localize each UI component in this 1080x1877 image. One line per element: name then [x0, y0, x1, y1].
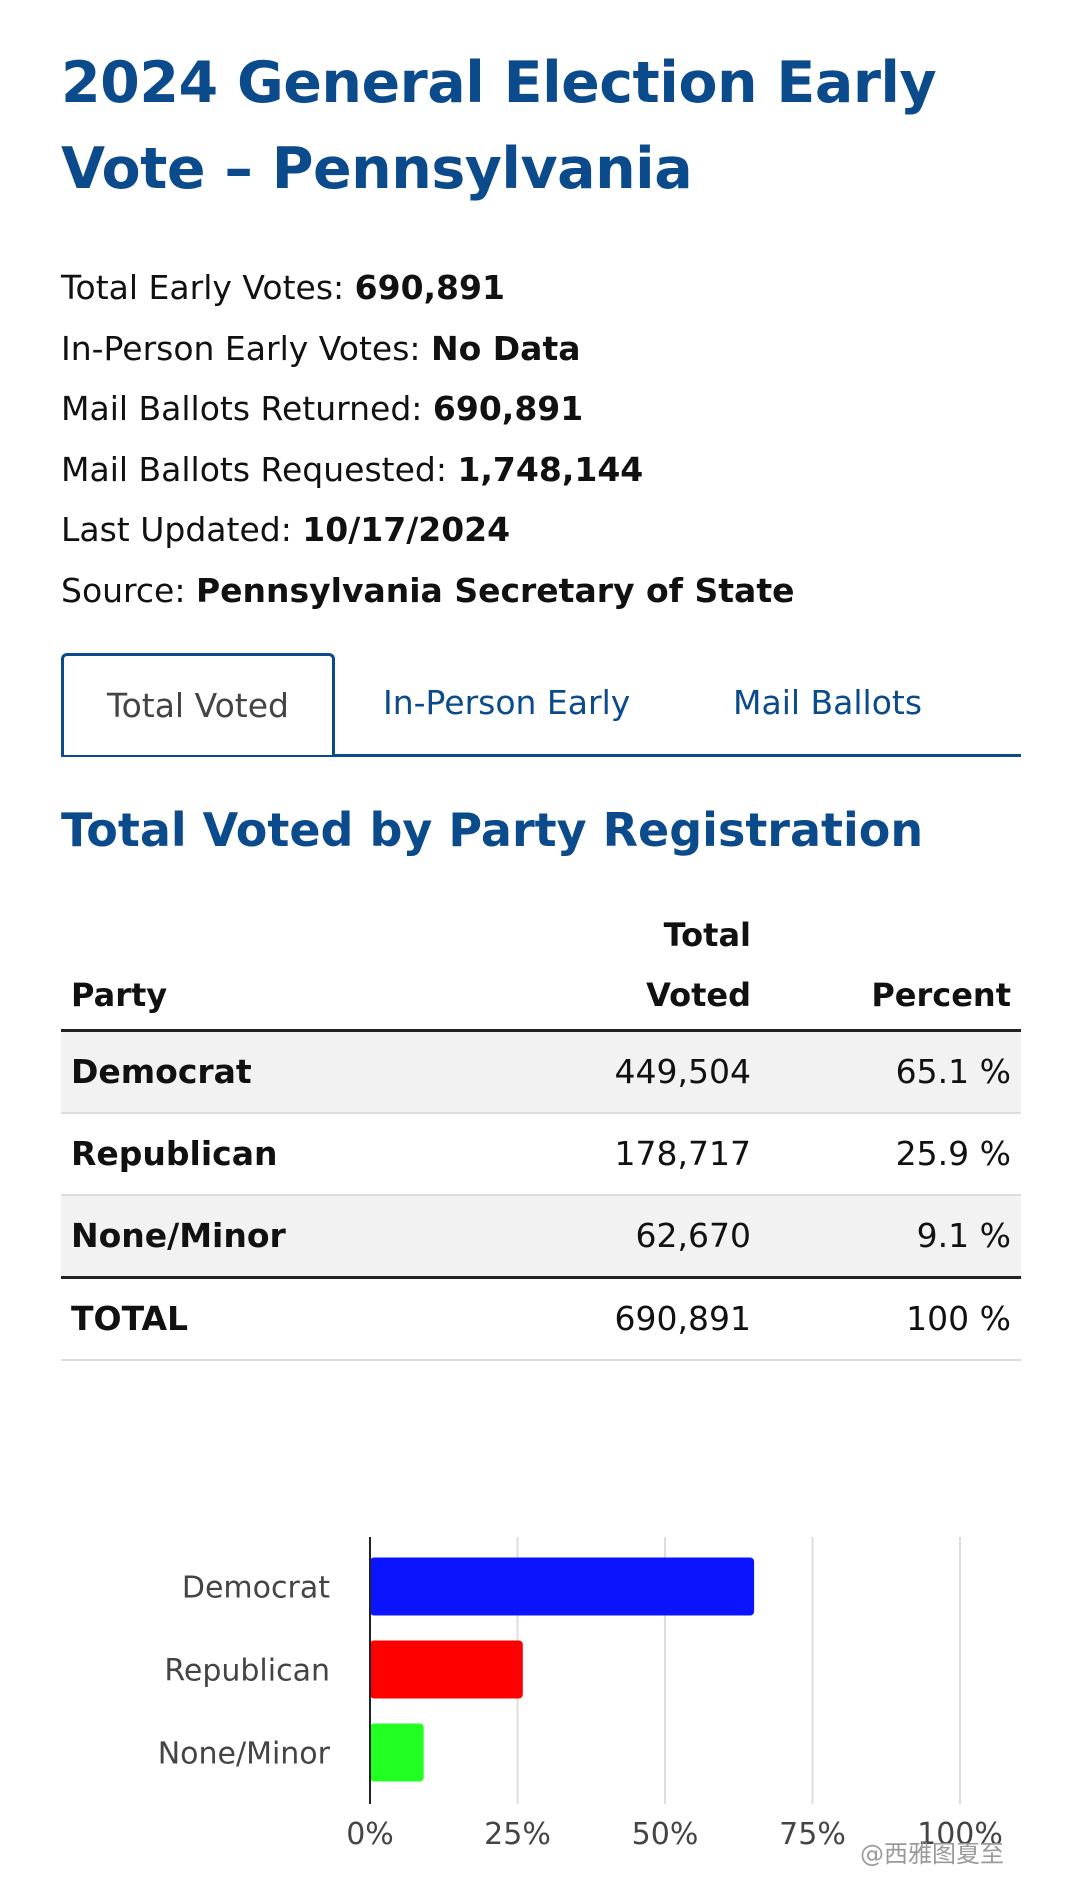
party-percent: 65.1 %	[761, 1030, 1021, 1114]
bar	[370, 1640, 523, 1699]
x-tick-label: 50%	[632, 1817, 699, 1852]
tab-bar: Total Voted In-Person Early Mail Ballots	[61, 653, 1021, 757]
stat-source: Source: Pennsylvania Secretary of State	[61, 570, 795, 610]
category-label: Democrat	[182, 1571, 330, 1606]
watermark: @西雅图夏至	[860, 1840, 1004, 1868]
party-total: 449,504	[431, 1030, 761, 1114]
title-line-2: Vote – Pennsylvania	[61, 136, 693, 202]
tab-mail-ballots[interactable]: Mail Ballots	[733, 683, 923, 722]
party-name: None/Minor	[61, 1194, 431, 1279]
party-name: Republican	[61, 1112, 431, 1196]
total-label: TOTAL	[61, 1277, 431, 1361]
category-label: Republican	[164, 1654, 330, 1689]
stat-total-early-votes: Total Early Votes: 690,891	[61, 268, 505, 307]
x-tick-label: 75%	[779, 1817, 846, 1852]
header-percent: Percent	[761, 900, 1021, 1032]
total-votes: 690,891	[431, 1277, 761, 1361]
section-title: Total Voted by Party Registration	[61, 803, 924, 857]
summary-stats: Total Early Votes: 690,891 In-Person Ear…	[61, 258, 794, 621]
bar	[370, 1557, 755, 1616]
table-row-republican: Republican 178,717 25.9 %	[61, 1112, 1021, 1196]
stat-last-updated: Last Updated: 10/17/2024	[61, 510, 511, 549]
party-percent: 25.9 %	[761, 1112, 1021, 1196]
bar	[370, 1723, 424, 1782]
x-tick-label: 25%	[484, 1817, 551, 1852]
x-tick-label: 100%	[917, 1817, 1003, 1852]
page-title: 2024 General Election Early Vote – Penns…	[61, 40, 1021, 212]
title-line-1: 2024 General Election Early	[61, 50, 937, 116]
table-row-democrat: Democrat 449,504 65.1 %	[61, 1030, 1021, 1114]
x-tick-label: 0%	[346, 1817, 394, 1852]
tab-total-voted[interactable]: Total Voted	[61, 653, 335, 755]
party-name: Democrat	[61, 1030, 431, 1114]
tab-in-person-early[interactable]: In-Person Early	[383, 683, 631, 722]
stat-mail-ballots-requested: Mail Ballots Requested: 1,748,144	[61, 449, 644, 489]
bar-chart-svg: 0% 25% 50% 75% 100% Democrat Republican None/Mi…	[158, 1537, 1003, 1852]
tab-bar-underline	[61, 754, 1021, 757]
party-table: Party Total Voted Percent Democrat 449,50…	[61, 900, 1021, 1361]
party-total: 62,670	[431, 1194, 761, 1279]
table-row-none-minor: None/Minor 62,670 9.1 %	[61, 1194, 1021, 1279]
party-total: 178,717	[431, 1112, 761, 1196]
header-total-voted: Total Voted	[431, 900, 761, 1032]
party-percent: 9.1 %	[761, 1194, 1021, 1279]
header-party: Party	[61, 900, 431, 1032]
category-label: None/Minor	[158, 1737, 331, 1772]
table-header-row: Party Total Voted Percent	[61, 900, 1021, 1032]
total-percent: 100 %	[761, 1277, 1021, 1361]
party-bar-chart: 0% 25% 50% 75% 100% Democrat Republican None/Mi…	[0, 1520, 1080, 1877]
stat-mail-ballots-returned: Mail Ballots Returned: 690,891	[61, 389, 584, 428]
stat-in-person-early-votes: In-Person Early Votes: No Data	[61, 328, 581, 368]
table-total-row: TOTAL 690,891 100 %	[61, 1277, 1021, 1361]
